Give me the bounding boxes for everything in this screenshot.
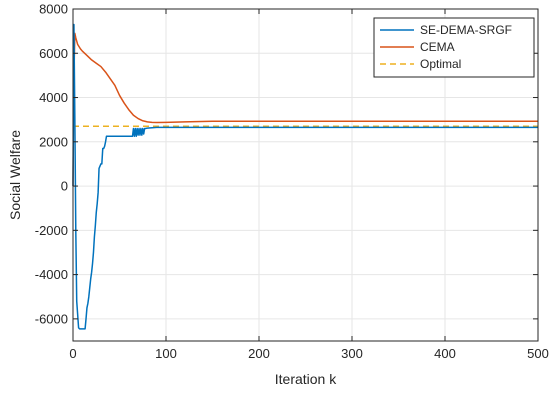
y-tick-label: 4000 <box>39 90 68 105</box>
axes <box>72 8 539 342</box>
y-tick-label: -2000 <box>35 223 68 238</box>
series-lines <box>72 23 538 330</box>
tick-labels: 0 100 200 300 400 500 -6000 -4000 -2000 0 2000 4000… <box>35 2 549 362</box>
x-tick-label: 400 <box>434 346 456 361</box>
x-tick-label: 200 <box>248 346 270 361</box>
y-tick-label: 0 <box>61 179 68 194</box>
series-line-se-dema-srgf <box>72 23 538 330</box>
y-tick-label: 6000 <box>39 46 68 61</box>
x-tick-label: 100 <box>155 346 177 361</box>
y-tick-label: -4000 <box>35 267 68 282</box>
legend-label: CEMA <box>420 40 455 54</box>
x-tick-label: 300 <box>341 346 363 361</box>
legend-label: Optimal <box>420 57 461 71</box>
y-tick-label: -6000 <box>35 311 68 326</box>
legend: SE-DEMA-SRGF CEMA Optimal <box>373 17 535 78</box>
axes-box <box>72 8 539 342</box>
x-tick-label: 0 <box>69 346 76 361</box>
y-axis-label: Social Welfare <box>7 130 23 220</box>
x-tick-label: 500 <box>527 346 549 361</box>
y-tick-label: 8000 <box>39 2 68 17</box>
series-line-cema <box>72 32 538 187</box>
legend-label: SE-DEMA-SRGF <box>420 23 512 37</box>
y-tick-label: 2000 <box>39 134 68 149</box>
x-axis-label: Iteration k <box>275 371 337 387</box>
